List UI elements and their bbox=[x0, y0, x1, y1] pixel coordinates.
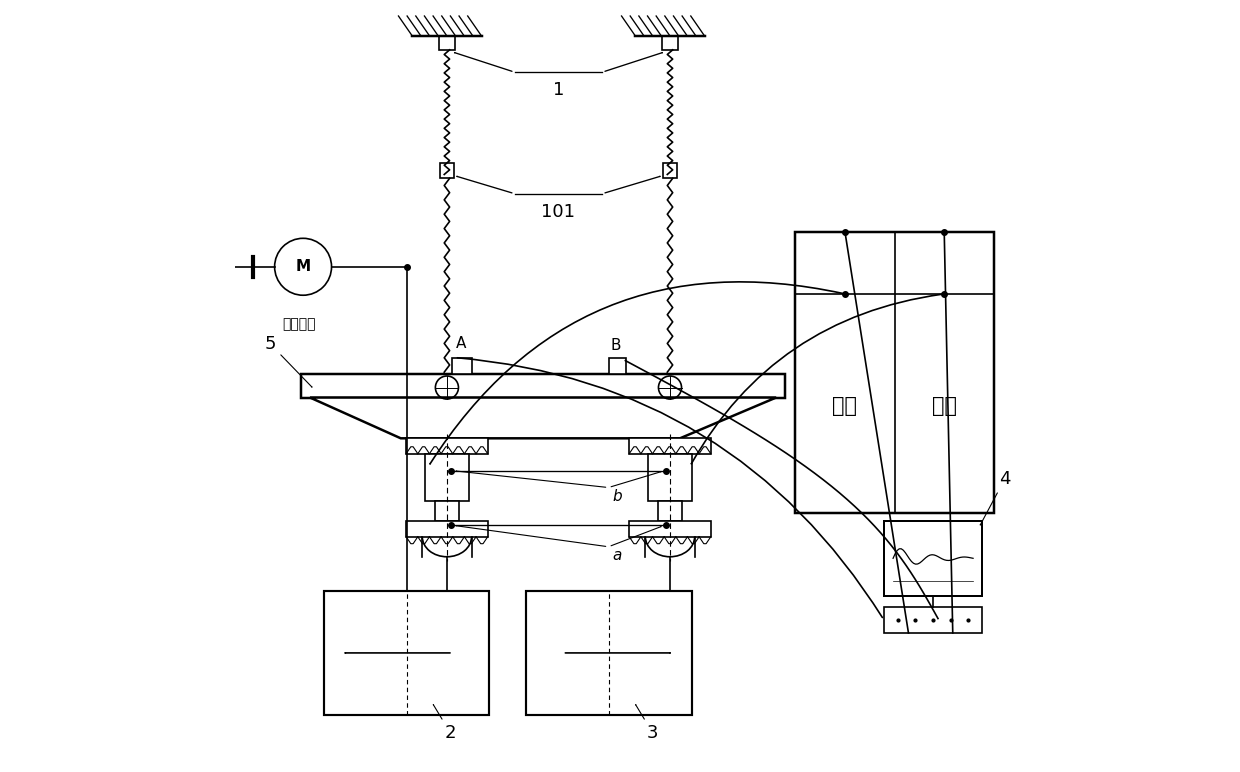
Bar bbox=[647, 454, 692, 501]
Text: B: B bbox=[611, 338, 621, 353]
Text: 4: 4 bbox=[981, 469, 1011, 525]
Bar bbox=[658, 501, 682, 521]
Text: 2: 2 bbox=[433, 705, 456, 743]
Polygon shape bbox=[310, 398, 776, 438]
Bar bbox=[435, 501, 459, 521]
Bar bbox=[884, 607, 982, 633]
Bar bbox=[795, 232, 993, 513]
Text: 功放: 功放 bbox=[832, 396, 858, 416]
Bar bbox=[407, 438, 487, 454]
Bar bbox=[629, 438, 711, 454]
Bar bbox=[324, 591, 490, 715]
Bar bbox=[526, 591, 692, 715]
Text: b: b bbox=[613, 489, 622, 504]
Text: 功放: 功放 bbox=[931, 396, 957, 416]
Text: 1: 1 bbox=[553, 81, 564, 100]
Bar bbox=[301, 374, 785, 398]
Bar bbox=[407, 521, 487, 537]
Bar bbox=[663, 163, 677, 178]
Text: A: A bbox=[455, 337, 466, 351]
Bar bbox=[453, 357, 472, 374]
Text: 球头油源: 球头油源 bbox=[283, 317, 316, 330]
Bar bbox=[609, 358, 626, 374]
Bar bbox=[629, 521, 711, 537]
Bar bbox=[884, 520, 982, 596]
Text: M: M bbox=[295, 259, 311, 274]
Text: 5: 5 bbox=[264, 335, 312, 387]
Bar bbox=[207, 256, 234, 279]
Text: 101: 101 bbox=[542, 203, 575, 221]
Bar bbox=[440, 163, 454, 178]
Bar bbox=[439, 36, 455, 50]
Text: a: a bbox=[613, 548, 621, 564]
Text: 3: 3 bbox=[636, 705, 658, 743]
Bar bbox=[662, 36, 678, 50]
Bar bbox=[424, 454, 469, 501]
